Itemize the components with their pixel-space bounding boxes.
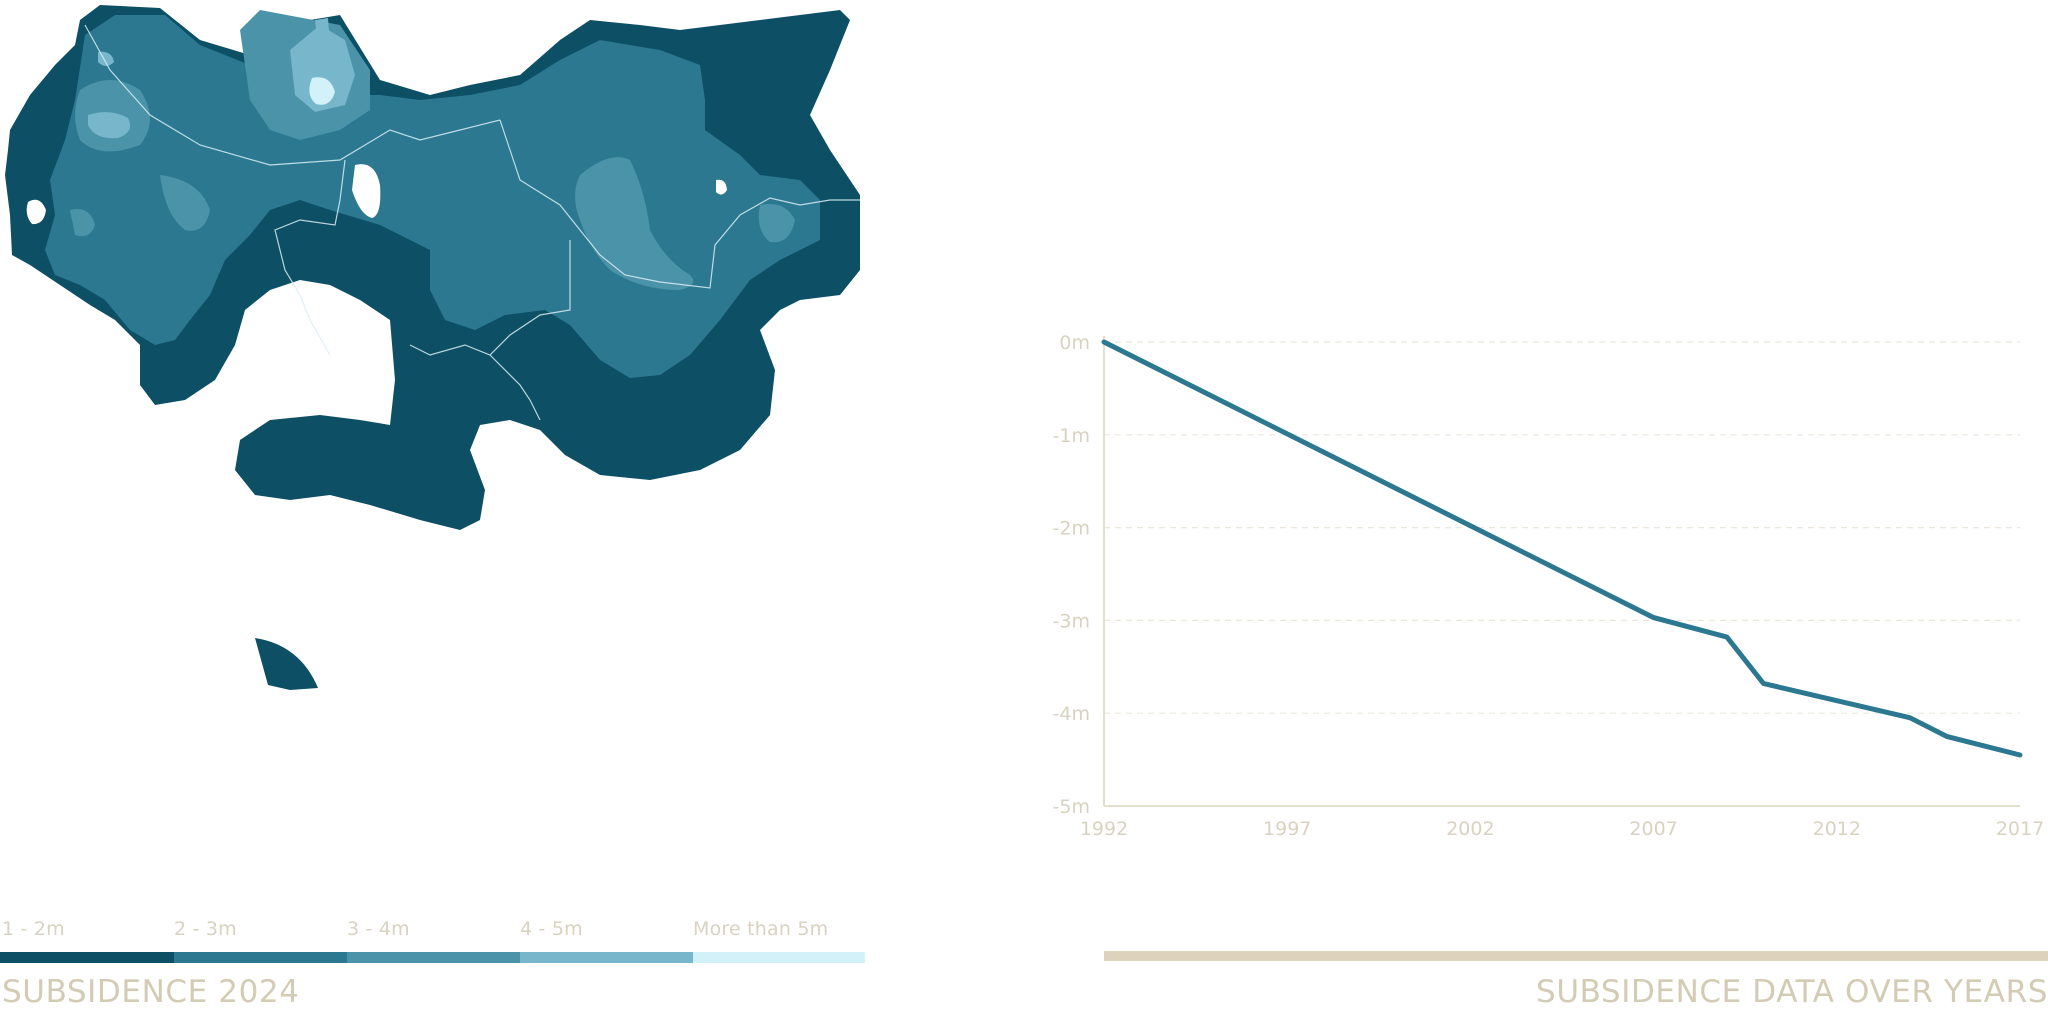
legend-label-5m-plus: More than 5m: [693, 918, 829, 940]
map-hole: [352, 164, 381, 218]
chart-y-tick-label: -2m: [1053, 518, 1090, 540]
chart-title: SUBSIDENCE DATA OVER YEARS: [1536, 974, 2048, 1010]
chart-y-tick-label: -5m: [1053, 796, 1090, 818]
subsidence-map-panel: 1 - 2m 2 - 3m 3 - 4m 4 - 5m More than 5m…: [0, 0, 870, 1012]
legend-swatch-4-5m: [520, 952, 693, 963]
map-hole: [26, 199, 46, 225]
legend-label-4-5m: 4 - 5m: [520, 918, 583, 940]
chart-y-tick-label: -3m: [1053, 610, 1090, 632]
legend-swatch-3-4m: [347, 952, 520, 963]
chart-series: [1101, 339, 2023, 758]
map-hole: [716, 179, 727, 195]
chart-axes: [1103, 336, 2020, 807]
chart-x-tick-label: 2002: [1446, 818, 1494, 840]
map-zone-4-5m: [290, 25, 355, 112]
legend-swatch-2-3m: [174, 952, 347, 963]
subsidence-map: [5, 5, 860, 690]
chart-series-line: [1101, 339, 2023, 758]
map-zone-3-4m: [575, 157, 694, 290]
chart-y-tick-label: -4m: [1053, 703, 1090, 725]
chart-title-bar: [1104, 951, 2048, 961]
map-zone-5m-plus: [309, 77, 335, 105]
map-title: SUBSIDENCE 2024: [2, 974, 300, 1010]
chart-x-tick-labels: 1992 1997 2002 2007 2012 2017: [1080, 818, 2044, 840]
chart-x-tick-label: 2017: [1996, 818, 2044, 840]
chart-x-tick-label: 2007: [1629, 818, 1677, 840]
legend-label-1-2m: 1 - 2m: [2, 918, 65, 940]
chart-x-tick-label: 2012: [1813, 818, 1861, 840]
map-zone-3-4m: [160, 175, 210, 231]
map-zone-4-5m: [315, 18, 330, 45]
legend-swatch-5m-plus: [693, 952, 865, 963]
chart-gridlines: [1104, 341, 2020, 714]
map-zone-2-3m: [45, 15, 820, 378]
map-zone-4-5m: [88, 112, 131, 139]
chart-x-tick-label: 1992: [1080, 818, 1128, 840]
legend-label-3-4m: 3 - 4m: [347, 918, 410, 940]
legend-swatch-1-2m: [0, 952, 174, 963]
chart-x-tick-label: 1997: [1263, 818, 1311, 840]
map-district-boundaries: [84, 24, 860, 421]
map-zone-3-4m: [70, 209, 95, 237]
map-zone-3-4m: [758, 204, 795, 243]
chart-y-tick-label: -1m: [1053, 425, 1090, 447]
chart-y-tick-label: 0m: [1059, 332, 1090, 354]
map-island: [255, 638, 318, 690]
legend-label-2-3m: 2 - 3m: [174, 918, 237, 940]
chart-y-tick-labels: 0m -1m -2m -3m -4m -5m: [1053, 332, 1090, 818]
